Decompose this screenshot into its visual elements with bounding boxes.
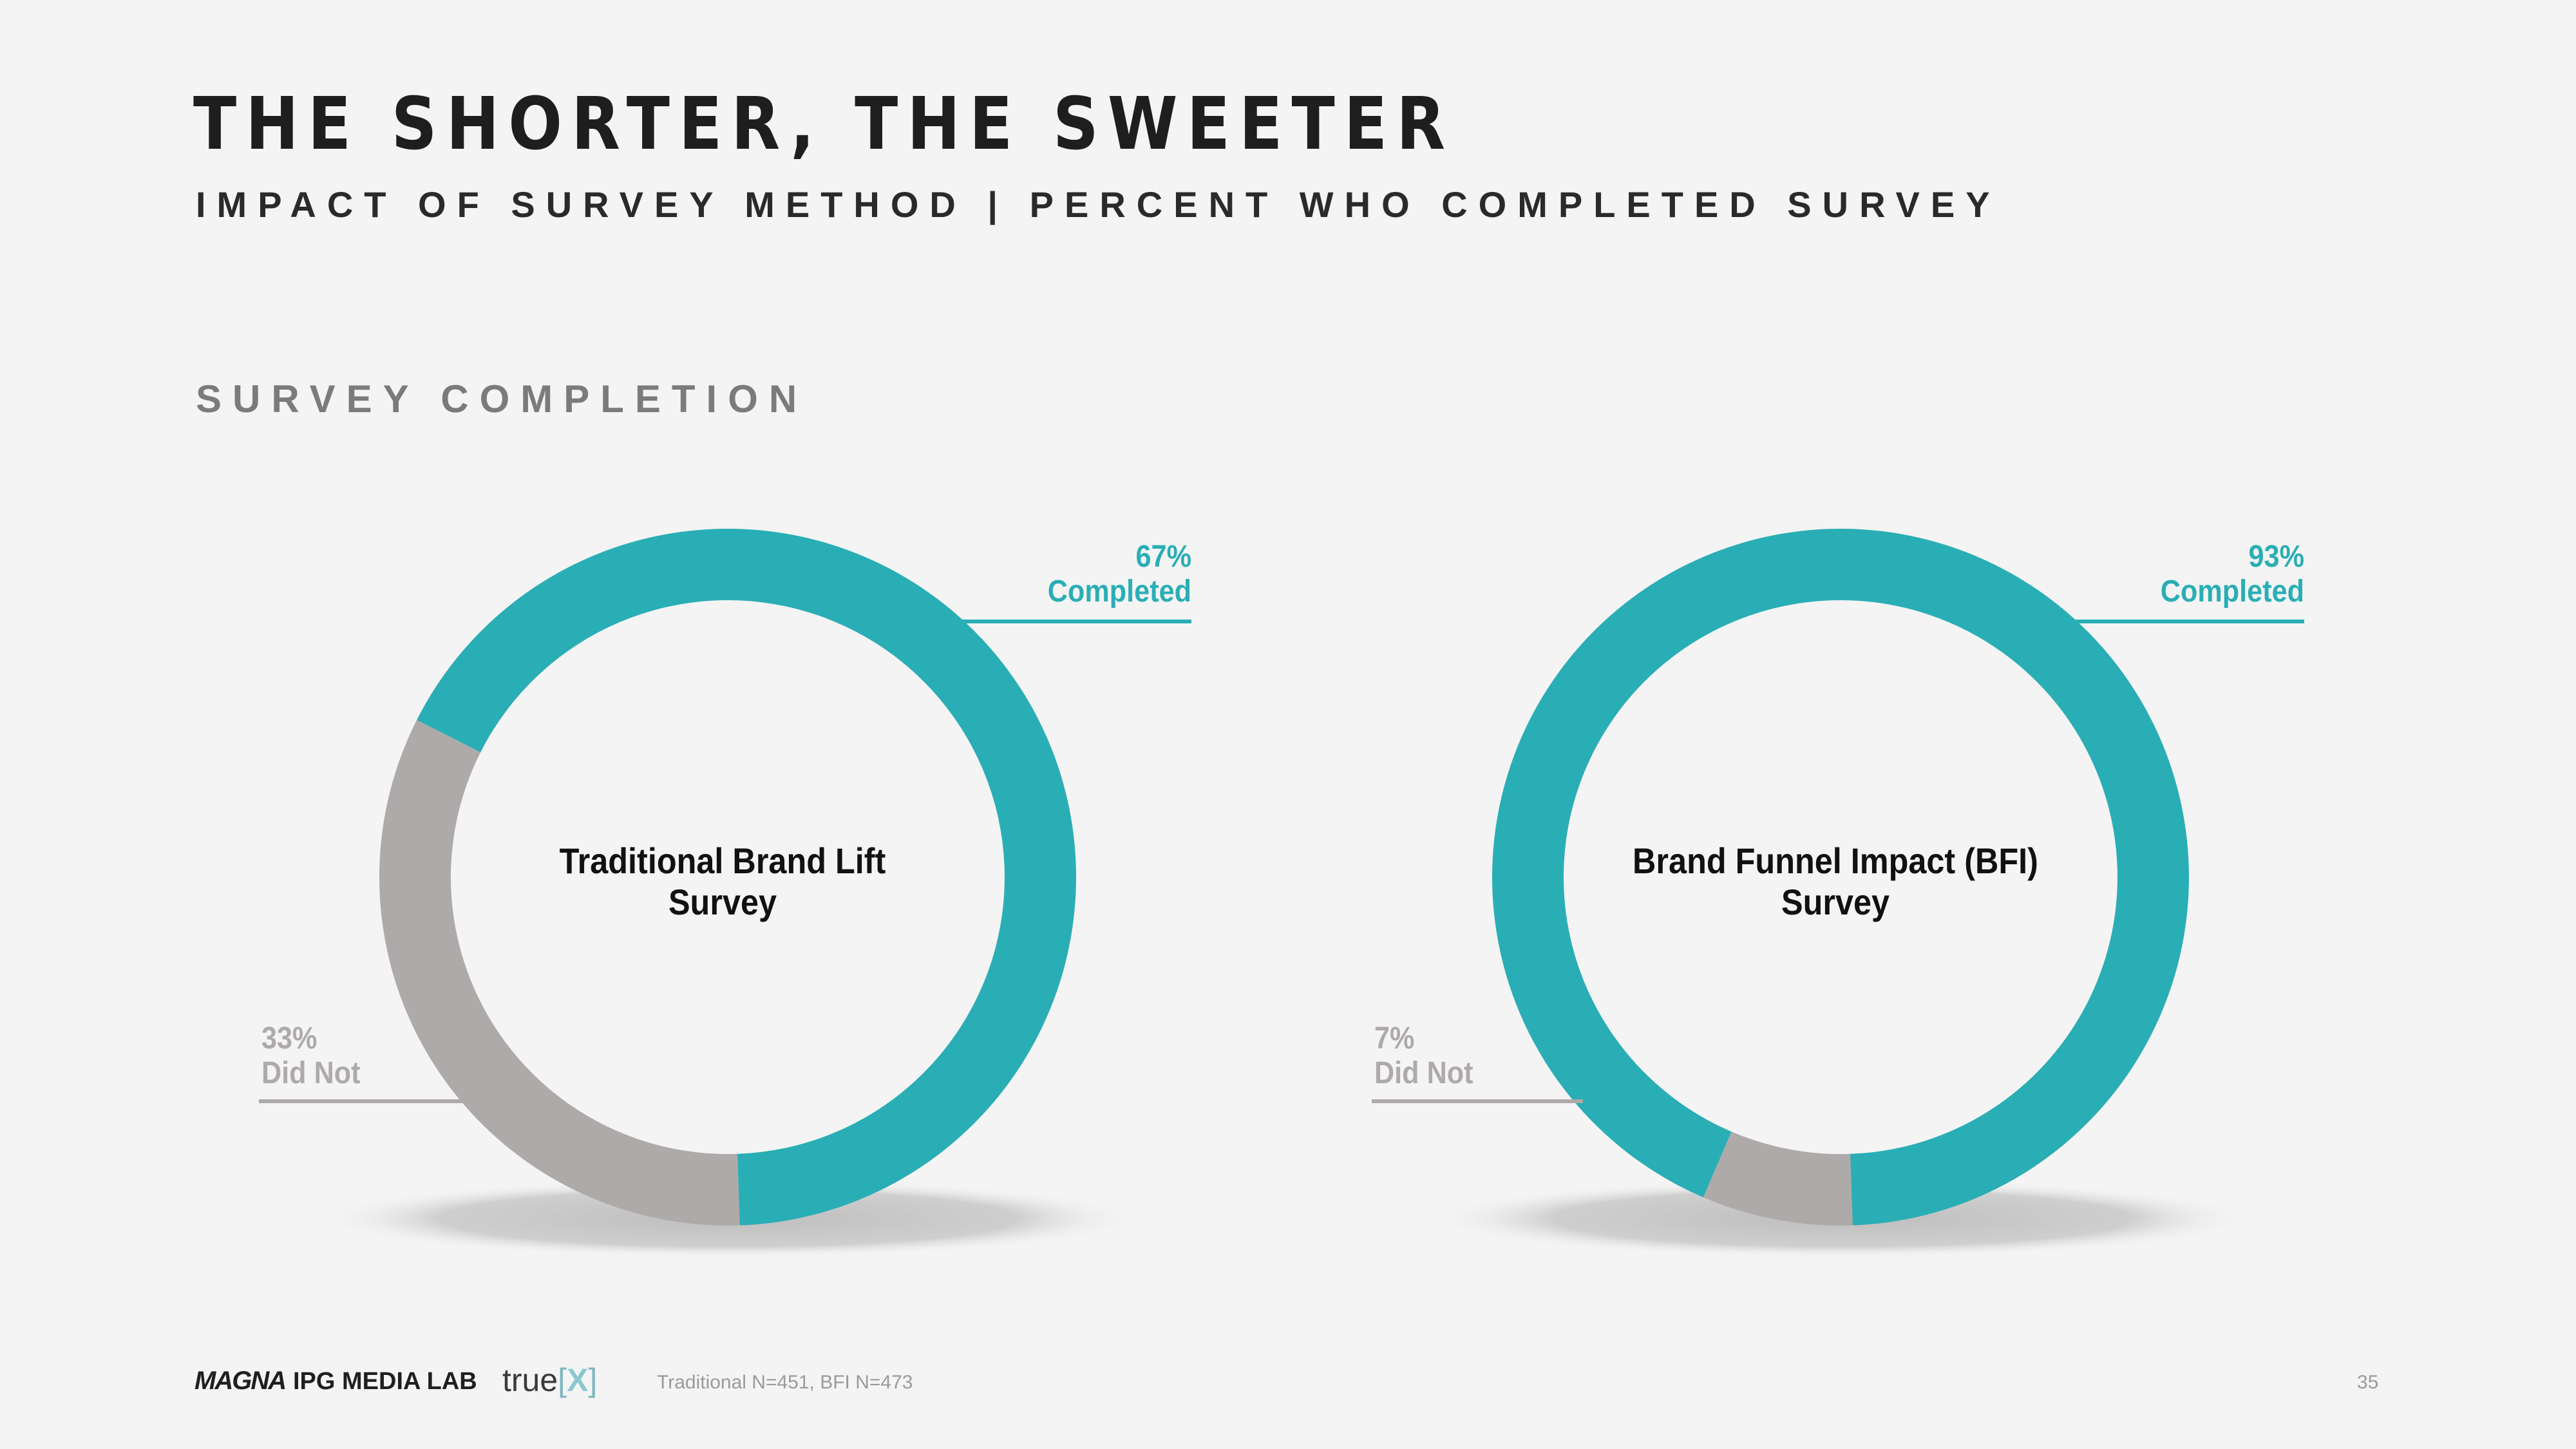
label-did-not-value: 33% (261, 1021, 317, 1056)
label-did-not-name: Did Not (261, 1056, 361, 1090)
truex-logo-text: true (502, 1362, 558, 1398)
center-label-line-2: Survey (668, 883, 777, 923)
truex-logo: true[X] (502, 1362, 598, 1398)
page-subtitle: IMPACT OF SURVEY METHOD | PERCENT WHO CO… (196, 184, 2001, 225)
label-completed-name: Completed (2161, 574, 2304, 609)
slice-did-not (1703, 1132, 1853, 1226)
page-title: THE SHORTER, THE SWEETER (193, 82, 1455, 166)
label-did-not-name: Did Not (1374, 1056, 1473, 1090)
ipg-media-lab-logo: IPG MEDIA LAB (293, 1368, 477, 1395)
label-completed-value: 93% (2249, 539, 2304, 574)
label-completed-name: Completed (1048, 574, 1191, 609)
slice-did-not (379, 720, 740, 1226)
page-number: 35 (2357, 1372, 2379, 1393)
section-label: SURVEY COMPLETION (196, 377, 808, 421)
label-completed-value: 67% (1136, 539, 1191, 574)
center-label-line-1: Brand Funnel Impact (BFI) (1633, 842, 2038, 882)
center-label-line-1: Traditional Brand Lift (560, 842, 886, 882)
truex-logo-mark: X (567, 1362, 589, 1398)
center-label-line-2: Survey (1781, 883, 1889, 923)
sample-size-note: Traditional N=451, BFI N=473 (657, 1372, 913, 1393)
label-did-not-value: 7% (1374, 1021, 1414, 1056)
magna-logo: MAGNA (194, 1367, 287, 1395)
